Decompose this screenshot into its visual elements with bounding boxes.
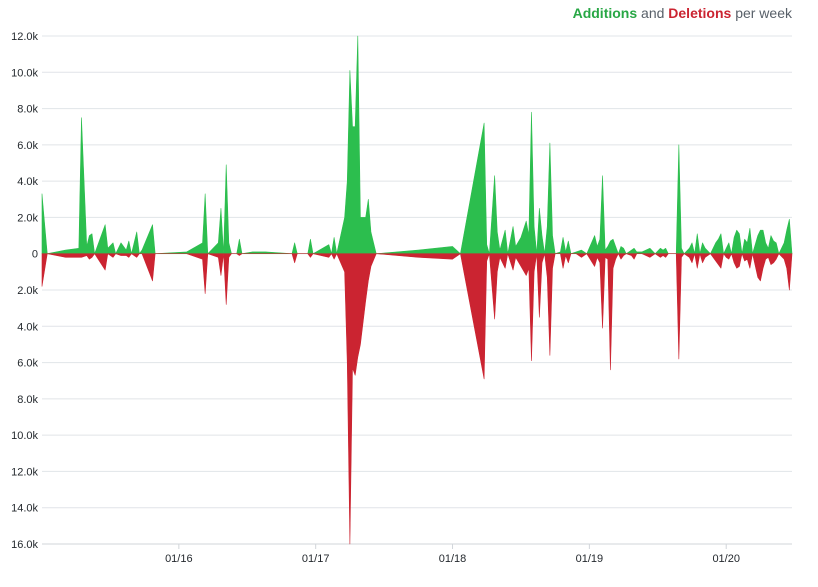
y-tick-label: 12.0k: [11, 31, 38, 43]
legend-additions: Additions: [572, 5, 638, 21]
chart-legend: Additions and Deletions per week: [573, 5, 792, 21]
x-axis: 01/16 01/17 01/18 01/19 01/20: [165, 544, 740, 565]
chart-areas: [41, 35, 793, 545]
y-tick-label: 12.0k: [11, 466, 38, 478]
y-tick-label: 0: [32, 249, 38, 261]
y-tick-label: 10.0k: [11, 430, 38, 442]
x-tick-label: 01/16: [165, 553, 193, 565]
y-tick-label: 6.0k: [17, 358, 38, 370]
x-tick-label: 01/20: [712, 553, 740, 565]
series-area-additions: [41, 35, 793, 255]
x-tick-label: 01/17: [302, 553, 330, 565]
y-tick-label: 4.0k: [17, 321, 38, 333]
y-tick-label: 16.0k: [11, 539, 38, 551]
x-tick-label: 01/18: [439, 553, 467, 565]
legend-suffix: per week: [735, 5, 792, 21]
y-tick-label: 8.0k: [17, 394, 38, 406]
y-tick-label: 2.0k: [17, 285, 38, 297]
x-tick-label: 01/19: [576, 553, 604, 565]
legend-deletions: Deletions: [668, 5, 732, 21]
y-tick-label: 6.0k: [17, 140, 38, 152]
y-tick-label: 4.0k: [17, 176, 38, 188]
y-tick-label: 2.0k: [17, 212, 38, 224]
legend-and: and: [641, 5, 665, 21]
y-tick-label: 8.0k: [17, 104, 38, 116]
y-axis: 12.0k 10.0k 8.0k 6.0k 4.0k 2.0k 0 2.0k 4.0k 6.0k 8…: [11, 31, 38, 551]
series-area-deletions: [41, 253, 793, 545]
y-tick-label: 10.0k: [11, 67, 38, 79]
y-tick-label: 14.0k: [11, 503, 38, 515]
